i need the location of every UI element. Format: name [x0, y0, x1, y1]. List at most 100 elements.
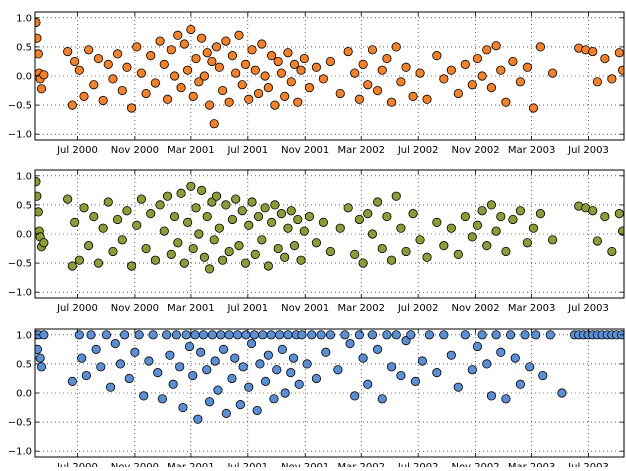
data-point [367, 330, 378, 340]
data-point [98, 95, 108, 106]
data-point [98, 223, 108, 233]
data-point [175, 362, 185, 372]
data-point [491, 330, 501, 340]
data-point [136, 68, 147, 78]
data-point [124, 373, 134, 384]
data-point [350, 68, 360, 78]
data-point [382, 211, 392, 222]
data-point [216, 330, 226, 340]
data-point [391, 191, 401, 201]
data-point [35, 207, 43, 217]
data-point [204, 264, 215, 274]
data-point [446, 223, 456, 233]
data-point [227, 51, 238, 61]
data-point [367, 45, 378, 55]
data-point [74, 255, 84, 265]
data-point [218, 85, 228, 96]
data-point [263, 261, 273, 271]
data-point [169, 211, 180, 222]
data-point [467, 365, 477, 375]
data-point [36, 362, 47, 372]
data-point [432, 217, 442, 227]
data-point [141, 88, 151, 99]
data-point [408, 209, 418, 219]
data-point [274, 330, 285, 340]
data-point [472, 53, 483, 64]
data-point [157, 394, 168, 404]
x-tick-label: Jul 2000 [56, 303, 98, 314]
x-tick-label: Jul 2000 [56, 145, 98, 156]
data-point [260, 376, 271, 386]
data-point [74, 330, 84, 340]
data-point [106, 382, 116, 392]
data-point [528, 223, 539, 233]
data-point [600, 53, 610, 64]
data-point [491, 226, 501, 236]
data-point [67, 261, 77, 271]
data-point [333, 365, 343, 375]
data-point [74, 65, 84, 75]
data-point [108, 74, 118, 84]
data-point [101, 330, 112, 340]
data-point [35, 33, 42, 43]
data-point [311, 373, 322, 384]
data-point [127, 261, 137, 271]
data-point [186, 181, 196, 191]
data-point [273, 56, 283, 67]
data-point [266, 330, 276, 340]
data-point [130, 347, 140, 357]
data-point [103, 197, 113, 207]
data-point [340, 330, 350, 340]
data-point [525, 362, 535, 372]
x-tick-label: Nov 2002 [452, 303, 500, 314]
data-point [515, 379, 525, 389]
series-markers [35, 330, 624, 424]
data-point [520, 330, 530, 340]
data-point [202, 365, 212, 375]
data-point [93, 53, 104, 64]
data-point [557, 388, 567, 398]
data-point [460, 211, 470, 222]
data-point [367, 229, 378, 239]
data-point [293, 97, 303, 107]
x-tick-label: Mar 2001 [167, 303, 215, 314]
y-tick-label: −1.0 [8, 130, 32, 141]
data-point [522, 62, 532, 72]
data-point [84, 241, 94, 251]
data-point [197, 185, 207, 195]
data-point [547, 235, 558, 245]
data-point [618, 226, 624, 236]
data-point [35, 17, 41, 28]
y-tick-label: −1.0 [8, 288, 32, 299]
data-point [35, 191, 42, 201]
data-point [117, 85, 127, 96]
data-point [408, 91, 418, 101]
data-point [406, 330, 416, 340]
data-point [286, 77, 296, 87]
data-point [221, 36, 231, 46]
data-point [588, 46, 598, 57]
data-point [108, 246, 118, 257]
data-point [234, 30, 244, 40]
data-point [505, 330, 516, 340]
data-point [166, 45, 176, 55]
x-tick-label: Jul 2003 [567, 145, 609, 156]
data-point [79, 203, 89, 213]
data-point [496, 65, 506, 75]
data-point [286, 206, 296, 216]
data-point [162, 191, 173, 201]
data-point [283, 48, 293, 58]
data-point [460, 330, 470, 340]
data-point [255, 359, 265, 369]
data-point [415, 235, 425, 245]
data-point [253, 88, 264, 99]
data-point [335, 223, 345, 233]
data-point [113, 214, 123, 225]
data-point [237, 80, 247, 90]
data-point [477, 330, 487, 340]
data-point [496, 347, 506, 357]
data-point [267, 51, 277, 61]
data-point [325, 56, 336, 67]
data-point [136, 194, 147, 204]
data-point [272, 365, 282, 375]
